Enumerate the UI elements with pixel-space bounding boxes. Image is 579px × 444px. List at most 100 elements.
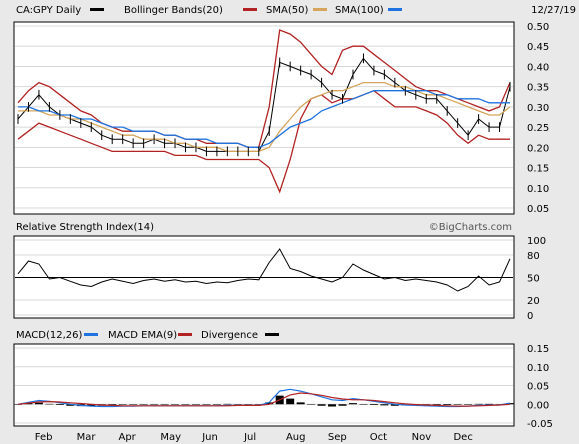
- divergence-bar: [171, 404, 180, 405]
- x-tick-label: Jun: [201, 432, 218, 443]
- y-tick-label: 0.10: [527, 184, 549, 195]
- divergence-bar: [129, 404, 138, 405]
- y-tick-label: 0: [527, 311, 533, 322]
- y-tick-label: 0.30: [527, 103, 549, 114]
- divergence-bar: [244, 404, 253, 405]
- divergence-bar: [464, 404, 473, 405]
- divergence-bar: [160, 404, 169, 405]
- divergence-bar: [286, 398, 295, 405]
- rsi-y-ticks: 100 80 50 20 0: [527, 236, 546, 322]
- divergence-bar: [338, 404, 347, 406]
- price-y-ticks: 0.50 0.45 0.40 0.35 0.30 0.25 0.20 0.15 0.10 0.05: [527, 22, 549, 215]
- date-label: 12/27/19: [531, 5, 576, 16]
- macd-legend-macd: MACD(12,26): [16, 330, 83, 341]
- watermark: ©BigCharts.com: [429, 222, 512, 233]
- price-panel-bg: [13, 21, 515, 215]
- rsi-title: Relative Strength Index(14): [16, 222, 154, 233]
- divergence-bar: [202, 404, 211, 405]
- legend-sma50-label: SMA(50): [266, 5, 308, 16]
- y-tick-label: 80: [527, 251, 540, 262]
- series-sma50: [18, 81, 511, 153]
- divergence-bar: [233, 404, 242, 405]
- legend-sma100-label: SMA(100): [335, 5, 384, 16]
- x-tick-label: Oct: [370, 432, 387, 443]
- divergence-bar: [359, 404, 368, 405]
- series-sma100: [18, 90, 510, 148]
- divergence-bar: [66, 404, 75, 406]
- macd-legend-swatch-divergence: [265, 333, 279, 336]
- macd-panel: MACD(12,26) MACD EMA(9) Divergence 0.150…: [13, 330, 553, 430]
- x-tick-label: Aug: [286, 432, 306, 443]
- macd-series: [14, 388, 514, 408]
- y-tick-label: 0.15: [527, 344, 549, 355]
- divergence-bar: [390, 404, 399, 406]
- y-tick-label: 0.05: [527, 382, 549, 393]
- divergence-bar: [24, 403, 33, 405]
- y-tick-label: 0.15: [527, 164, 549, 175]
- divergence-bar: [212, 404, 221, 405]
- macd-legend-swatch-ema: [178, 333, 192, 336]
- divergence-bar: [87, 404, 96, 407]
- macd-legend-divergence: Divergence: [201, 330, 258, 341]
- divergence-bar: [485, 403, 494, 405]
- divergence-bar: [118, 404, 127, 405]
- symbol-label: CA:GPY Daily: [16, 5, 81, 16]
- x-tick-label: May: [160, 432, 181, 443]
- divergence-bar: [453, 404, 462, 405]
- divergence-bar: [432, 404, 441, 405]
- macd-y-ticks: 0.15 0.10 0.05 0.00 -0.05: [527, 344, 553, 430]
- y-tick-label: 0.40: [527, 62, 549, 73]
- price-legend: CA:GPY Daily Bollinger Bands(20) SMA(50)…: [16, 5, 576, 16]
- x-tick-label: Dec: [453, 432, 472, 443]
- divergence-bar: [181, 404, 190, 405]
- divergence-bar: [191, 404, 200, 405]
- divergence-bar: [317, 404, 326, 406]
- x-tick-label: Jul: [243, 432, 256, 443]
- divergence-bar: [254, 404, 263, 405]
- divergence-bar: [265, 402, 274, 405]
- series-rsi: [17, 248, 511, 292]
- legend-sma50-swatch: [313, 8, 327, 11]
- x-axis-months: Feb Mar Apr May Jun Jul Aug Sep Oct Nov Dec: [35, 432, 473, 443]
- price-series: [17, 29, 511, 194]
- divergence-bar: [443, 404, 452, 405]
- divergence-bar: [139, 404, 148, 405]
- rsi-panel: Relative Strength Index(14) ©BigCharts.c…: [13, 222, 546, 322]
- legend-bollinger-label: Bollinger Bands(20): [124, 5, 223, 16]
- legend-sma100-swatch: [388, 8, 402, 11]
- rsi-series: [15, 248, 513, 292]
- y-tick-label: 0.00: [527, 400, 549, 411]
- y-tick-label: 0.05: [527, 204, 549, 215]
- price-panel: 0.50 0.45 0.40 0.35 0.30 0.25 0.20 0.15 0.10 0.05: [13, 21, 549, 215]
- x-tick-label: Sep: [328, 432, 347, 443]
- y-tick-label: 20: [527, 296, 540, 307]
- y-tick-label: 100: [527, 236, 546, 247]
- y-tick-label: -0.05: [527, 419, 553, 430]
- divergence-bar: [34, 402, 43, 405]
- x-tick-label: Feb: [35, 432, 53, 443]
- y-tick-label: 0.25: [527, 123, 549, 134]
- y-tick-label: 0.45: [527, 42, 549, 53]
- divergence-bar: [296, 402, 305, 405]
- divergence-bar: [369, 404, 378, 405]
- divergence-bar: [328, 404, 337, 407]
- series-price: [17, 57, 511, 152]
- divergence-bar: [307, 404, 316, 405]
- divergence-bar: [55, 404, 64, 405]
- x-tick-label: Nov: [412, 432, 432, 443]
- y-tick-label: 50: [527, 274, 540, 285]
- divergence-bar: [348, 403, 357, 405]
- series-bollinger_lower: [17, 89, 510, 194]
- y-tick-label: 0.20: [527, 143, 549, 154]
- x-tick-label: Apr: [118, 432, 136, 443]
- divergence-bar: [45, 403, 54, 405]
- divergence-bar: [223, 403, 232, 405]
- macd-legend-swatch-macd: [84, 333, 98, 336]
- y-tick-label: 0.35: [527, 83, 549, 94]
- y-tick-label: 0.50: [527, 22, 549, 33]
- legend-bollinger-swatch: [243, 8, 257, 11]
- y-tick-label: 0.10: [527, 363, 549, 374]
- macd-legend-ema: MACD EMA(9): [108, 330, 177, 341]
- divergence-bar: [150, 404, 159, 405]
